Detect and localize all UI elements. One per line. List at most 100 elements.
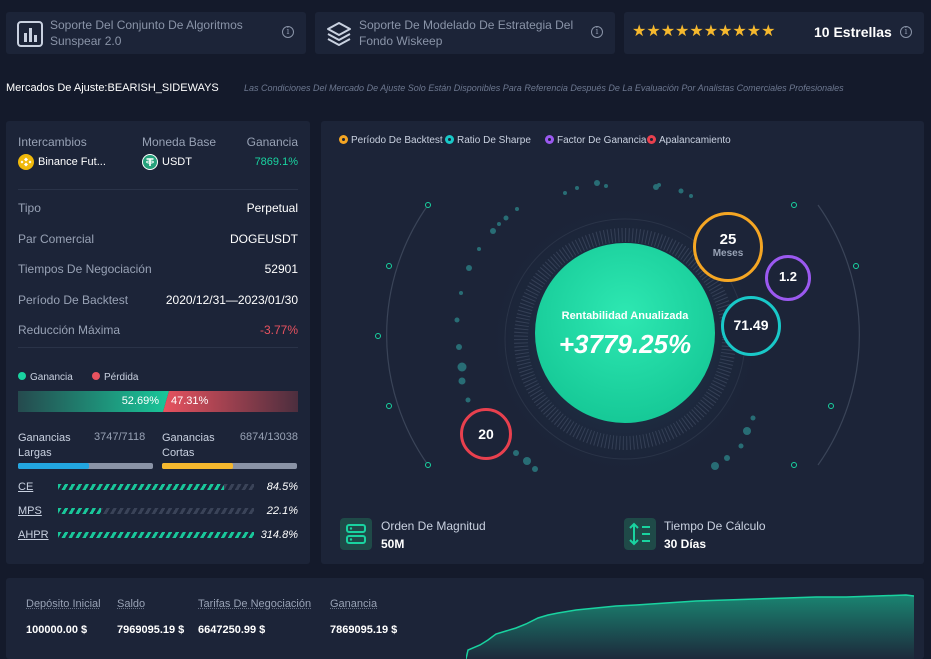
gain-pct: 52.69%: [121, 395, 159, 407]
binance-icon: [18, 154, 34, 170]
calc-time-value: 30 Días: [664, 537, 707, 551]
long-gains-fill: [18, 463, 89, 469]
profit-label[interactable]: Ganancia: [330, 598, 378, 610]
exchange-value: Binance Fut...: [38, 156, 106, 168]
magnitude-value: 50M: [381, 537, 405, 551]
star-icon: ★: [660, 23, 676, 40]
metric-bar-fill: [58, 532, 254, 538]
database-icon: [340, 518, 372, 550]
loss-pct: 47.31%: [171, 395, 209, 407]
metric-name[interactable]: MPS: [18, 505, 42, 517]
annualized-return-value: +3779.25%: [558, 329, 692, 359]
metric-bar-fill: [58, 508, 101, 514]
annualized-return-label: Rentabilidad Anualizada: [561, 310, 689, 322]
detail-row-label: Tipo: [18, 201, 41, 215]
legend-item: Ratio De Sharpe: [445, 135, 531, 146]
performance-visual-panel: Período De Backtest Ratio De Sharpe Factor…: [321, 121, 924, 564]
leverage-bubble: 20: [460, 408, 512, 460]
market-condition-note: Las Condiciones Del Mercado De Ajuste So…: [244, 83, 844, 93]
star-icon: ★: [703, 23, 719, 40]
calc-time-label: Tiempo De Cálculo: [664, 519, 766, 533]
header-card-algorithm-text: Soporte Del Conjunto De Algoritmos Sunsp…: [50, 18, 243, 48]
legend-dot: [445, 135, 454, 144]
detail-row-label: Reducción Máxima: [18, 323, 121, 337]
col-header-profit: Ganancia: [246, 135, 298, 149]
long-gains-track: [18, 463, 153, 469]
metric-value: 314.8%: [260, 529, 298, 541]
account-summary-panel: Depósito Inicial 100000.00 $ Saldo 79690…: [6, 578, 924, 659]
divider: [18, 347, 298, 348]
detail-row-label: Par Comercial: [18, 231, 95, 246]
col-header-exchange: Intercambios: [18, 135, 87, 149]
tether-icon: [142, 154, 158, 170]
metric-bar: [58, 532, 254, 538]
market-condition-label: Mercados De Ajuste:BEARISH_SIDEWAYS: [6, 82, 219, 94]
legend-label: Apalancamiento: [659, 135, 731, 146]
deposit-label[interactable]: Depósito Inicial: [26, 598, 101, 610]
deposit-value: 100000.00 $: [26, 624, 88, 636]
leverage-value: 20: [478, 426, 494, 442]
legend-dot: [339, 135, 348, 144]
rating-label: 10 Estrellas: [814, 24, 892, 40]
metric-name[interactable]: CE: [18, 481, 34, 493]
header-card-algorithm: Soporte Del Conjunto De Algoritmos Sunsp…: [6, 12, 306, 54]
detail-row: Tipo Perpetual: [18, 201, 298, 217]
star-icon: ★: [732, 23, 747, 40]
legend-loss-label: Pérdida: [104, 372, 139, 383]
info-icon[interactable]: i: [591, 26, 603, 38]
metric-value: 84.5%: [266, 481, 298, 493]
star-icon: ★: [746, 23, 762, 40]
backtest-period-bubble: 25 Meses: [693, 212, 763, 282]
gain-loss-bar: 52.69% 47.31%: [18, 391, 298, 412]
legend-item: Factor De Ganancia: [545, 135, 647, 146]
divider: [18, 189, 298, 190]
star-icon: ★: [689, 23, 704, 40]
header-card-fund-text: Soporte De Modelado De Estrategia Del Fo…: [359, 18, 574, 48]
metric-value: 22.1%: [266, 505, 298, 517]
sharpe-ratio-value: 71.49: [733, 317, 769, 333]
loss-bar: 47.31%: [163, 391, 298, 412]
chart-bars-icon: [17, 21, 43, 47]
star-icon: ★: [675, 23, 690, 40]
short-gains-track: [162, 463, 297, 469]
star-icon: ★: [632, 23, 647, 40]
legend-gain: Ganancia: [18, 372, 73, 383]
metric-name[interactable]: AHPR: [18, 529, 49, 541]
legend-gain-label: Ganancia: [30, 372, 73, 383]
detail-row-value: Perpetual: [246, 201, 298, 215]
legend-loss-dot: [92, 372, 100, 380]
currency-value: USDT: [162, 156, 192, 168]
profit-total-value: 7869095.19 $: [330, 624, 398, 636]
header-card-fund: Soporte De Modelado De Estrategia Del Fo…: [315, 12, 615, 54]
detail-row-value: 2020/12/31—2023/01/30: [165, 292, 298, 307]
sort-list-icon: [624, 518, 656, 550]
gain-bar: 52.69%: [18, 391, 169, 412]
long-gains-label: Ganancias Largas: [18, 432, 71, 459]
short-gains-fill: [162, 463, 233, 469]
header-card-rating: ★★★★★★★★★★ 10 Estrellas i: [624, 12, 924, 54]
profit-factor-value: 1.2: [778, 269, 798, 284]
info-icon[interactable]: i: [900, 26, 912, 38]
legend-item: Período De Backtest: [339, 135, 443, 146]
short-gains-value: 6874/13038: [239, 431, 298, 443]
detail-row-value: DOGEUSDT: [229, 231, 298, 246]
fees-label[interactable]: Tarifas De Negociación: [198, 598, 312, 610]
detail-row-label: Período De Backtest: [18, 292, 129, 307]
profit-value: 7869.1%: [254, 156, 298, 168]
star-rating-icons: ★★★★★★★★★★: [632, 21, 775, 41]
detail-row: Reducción Máxima -3.77%: [18, 323, 298, 339]
info-icon[interactable]: i: [282, 26, 294, 38]
legend-item: Apalancamiento: [647, 135, 731, 146]
detail-row-label: Tiempos De Negociación: [18, 262, 152, 276]
backtest-period-value: 25: [719, 231, 737, 248]
star-icon: ★: [646, 23, 661, 40]
equity-curve-sparkline: [466, 594, 914, 659]
star-icon: ★: [718, 23, 733, 40]
balance-label[interactable]: Saldo: [117, 598, 146, 610]
profit-factor-bubble: 1.2: [765, 255, 811, 301]
metric-bar-fill: [58, 484, 224, 490]
sharpe-ratio-bubble: 71.49: [721, 296, 781, 356]
strategy-details-panel: Intercambios Moneda Base Ganancia Binanc…: [6, 121, 310, 564]
long-gains-value: 3747/7118: [94, 431, 146, 443]
detail-row: Período De Backtest 2020/12/31—2023/01/30: [18, 293, 298, 309]
